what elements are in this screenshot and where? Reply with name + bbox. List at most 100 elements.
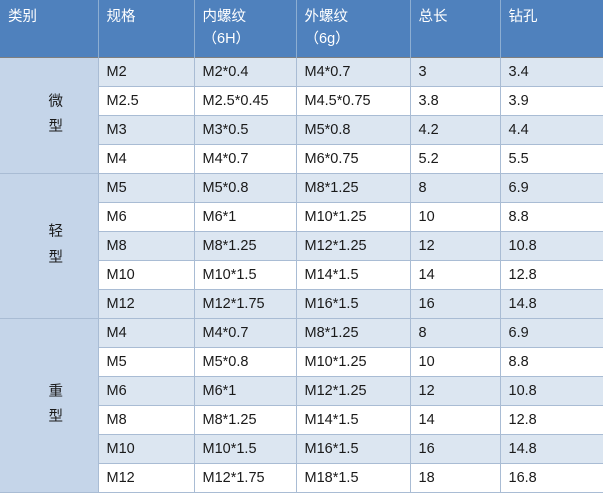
cell-drill-hole: 6.9 bbox=[500, 317, 603, 348]
table-row: M6 M6*1 M12*1.25 12 10.8 bbox=[0, 376, 603, 406]
cell-external-thread: M14*1.5 bbox=[296, 405, 411, 435]
table-header: 类别 规格 内螺纹 （6H） 外螺纹 （6g） 总长 钻孔 bbox=[0, 0, 603, 58]
table-row: M8 M8*1.25 M14*1.5 14 12.8 bbox=[0, 405, 603, 435]
cell-drill-hole: 14.8 bbox=[500, 434, 603, 464]
cell-internal-thread: M2.5*0.45 bbox=[194, 86, 297, 116]
column-header-drill-hole: 钻孔 bbox=[500, 0, 603, 58]
cell-external-thread: M14*1.5 bbox=[296, 260, 411, 290]
table-row: 轻型 M5 M5*0.8 M8*1.25 8 6.9 bbox=[0, 172, 603, 319]
cell-internal-thread: M4*0.7 bbox=[194, 317, 297, 348]
column-header-sublabel: （6H） bbox=[202, 31, 251, 48]
cell-external-thread: M8*1.25 bbox=[296, 317, 411, 348]
cell-external-thread: M12*1.25 bbox=[296, 376, 411, 406]
cell-drill-hole: 3.9 bbox=[500, 86, 603, 116]
cell-spec: M8 bbox=[98, 405, 195, 435]
cell-drill-hole: 8.8 bbox=[500, 347, 603, 377]
table-row: M12 M12*1.75 M18*1.5 18 16.8 bbox=[0, 463, 603, 493]
cell-total-length: 10 bbox=[410, 347, 501, 377]
cell-drill-hole: 12.8 bbox=[500, 260, 603, 290]
cell-spec: M12 bbox=[98, 289, 195, 319]
column-header-label: 钻孔 bbox=[508, 9, 538, 25]
cell-spec: M6 bbox=[98, 376, 195, 406]
cell-spec: M10 bbox=[98, 260, 195, 290]
cell-internal-thread: M4*0.7 bbox=[194, 144, 297, 174]
category-label: 微型 bbox=[43, 90, 64, 142]
cell-spec: M4 bbox=[98, 144, 195, 174]
cell-spec: M5 bbox=[98, 347, 195, 377]
cell-external-thread: M10*1.25 bbox=[296, 202, 411, 232]
column-header-label: 外螺纹 bbox=[304, 9, 349, 25]
cell-internal-thread: M6*1 bbox=[194, 202, 297, 232]
column-header-sublabel: （6g） bbox=[304, 31, 350, 48]
table-row: 微型 M2 M2*0.4 M4*0.7 3 3.4 bbox=[0, 56, 603, 174]
cell-internal-thread: M8*1.25 bbox=[194, 405, 297, 435]
cell-total-length: 5.2 bbox=[410, 144, 501, 174]
cell-drill-hole: 3.4 bbox=[500, 56, 603, 87]
category-cell: 微型 bbox=[0, 56, 99, 174]
table-body: 微型 M2 M2*0.4 M4*0.7 3 3.4 M2.5 M2.5*0.45 M4.5*0.… bbox=[0, 56, 603, 493]
table-row: M10 M10*1.5 M14*1.5 14 12.8 bbox=[0, 260, 603, 290]
table-row: M6 M6*1 M10*1.25 10 8.8 bbox=[0, 202, 603, 232]
cell-total-length: 16 bbox=[410, 434, 501, 464]
cell-drill-hole: 10.8 bbox=[500, 231, 603, 261]
cell-external-thread: M5*0.8 bbox=[296, 115, 411, 145]
cell-spec: M8 bbox=[98, 231, 195, 261]
cell-spec: M4 bbox=[98, 317, 195, 348]
cell-drill-hole: 16.8 bbox=[500, 463, 603, 493]
column-header-label: 类别 bbox=[8, 9, 37, 25]
cell-drill-hole: 6.9 bbox=[500, 172, 603, 203]
column-header-category: 类别 bbox=[0, 0, 99, 58]
table-row: M3 M3*0.5 M5*0.8 4.2 4.4 bbox=[0, 115, 603, 145]
table-row: M2.5 M2.5*0.45 M4.5*0.75 3.8 3.9 bbox=[0, 86, 603, 116]
cell-total-length: 12 bbox=[410, 231, 501, 261]
cell-drill-hole: 5.5 bbox=[500, 144, 603, 174]
cell-spec: M2 bbox=[98, 56, 195, 87]
cell-drill-hole: 12.8 bbox=[500, 405, 603, 435]
cell-internal-thread: M2*0.4 bbox=[194, 56, 297, 87]
column-header-label: 总长 bbox=[418, 9, 448, 25]
cell-total-length: 18 bbox=[410, 463, 501, 493]
category-label-char: 微 bbox=[48, 93, 64, 110]
cell-total-length: 3.8 bbox=[410, 86, 501, 116]
cell-internal-thread: M10*1.5 bbox=[194, 260, 297, 290]
cell-external-thread: M4.5*0.75 bbox=[296, 86, 411, 116]
cell-total-length: 14 bbox=[410, 260, 501, 290]
cell-drill-hole: 8.8 bbox=[500, 202, 603, 232]
cell-external-thread: M16*1.5 bbox=[296, 289, 411, 319]
cell-internal-thread: M3*0.5 bbox=[194, 115, 297, 145]
cell-spec: M5 bbox=[98, 172, 195, 203]
cell-internal-thread: M10*1.5 bbox=[194, 434, 297, 464]
cell-internal-thread: M8*1.25 bbox=[194, 231, 297, 261]
cell-total-length: 4.2 bbox=[410, 115, 501, 145]
category-label: 重型 bbox=[43, 380, 64, 432]
cell-internal-thread: M12*1.75 bbox=[194, 463, 297, 493]
table-row: M10 M10*1.5 M16*1.5 16 14.8 bbox=[0, 434, 603, 464]
column-header-external-thread: 外螺纹 （6g） bbox=[296, 0, 411, 58]
cell-total-length: 8 bbox=[410, 317, 501, 348]
column-header-label: 内螺纹 bbox=[202, 9, 247, 25]
cell-spec: M3 bbox=[98, 115, 195, 145]
category-label-char: 型 bbox=[48, 249, 64, 266]
cell-external-thread: M10*1.25 bbox=[296, 347, 411, 377]
cell-drill-hole: 4.4 bbox=[500, 115, 603, 145]
column-header-internal-thread: 内螺纹 （6H） bbox=[194, 0, 297, 58]
cell-total-length: 8 bbox=[410, 172, 501, 203]
header-row: 类别 规格 内螺纹 （6H） 外螺纹 （6g） 总长 钻孔 bbox=[0, 0, 603, 58]
cell-total-length: 12 bbox=[410, 376, 501, 406]
cell-external-thread: M4*0.7 bbox=[296, 56, 411, 87]
cell-drill-hole: 14.8 bbox=[500, 289, 603, 319]
category-label-char: 轻 bbox=[48, 224, 64, 241]
table-row: M5 M5*0.8 M10*1.25 10 8.8 bbox=[0, 347, 603, 377]
table-row: M8 M8*1.25 M12*1.25 12 10.8 bbox=[0, 231, 603, 261]
cell-spec: M2.5 bbox=[98, 86, 195, 116]
cell-internal-thread: M5*0.8 bbox=[194, 172, 297, 203]
cell-total-length: 14 bbox=[410, 405, 501, 435]
cell-internal-thread: M6*1 bbox=[194, 376, 297, 406]
cell-internal-thread: M5*0.8 bbox=[194, 347, 297, 377]
cell-spec: M12 bbox=[98, 463, 195, 493]
cell-total-length: 10 bbox=[410, 202, 501, 232]
cell-external-thread: M12*1.25 bbox=[296, 231, 411, 261]
cell-external-thread: M18*1.5 bbox=[296, 463, 411, 493]
table-row: M12 M12*1.75 M16*1.5 16 14.8 bbox=[0, 289, 603, 319]
